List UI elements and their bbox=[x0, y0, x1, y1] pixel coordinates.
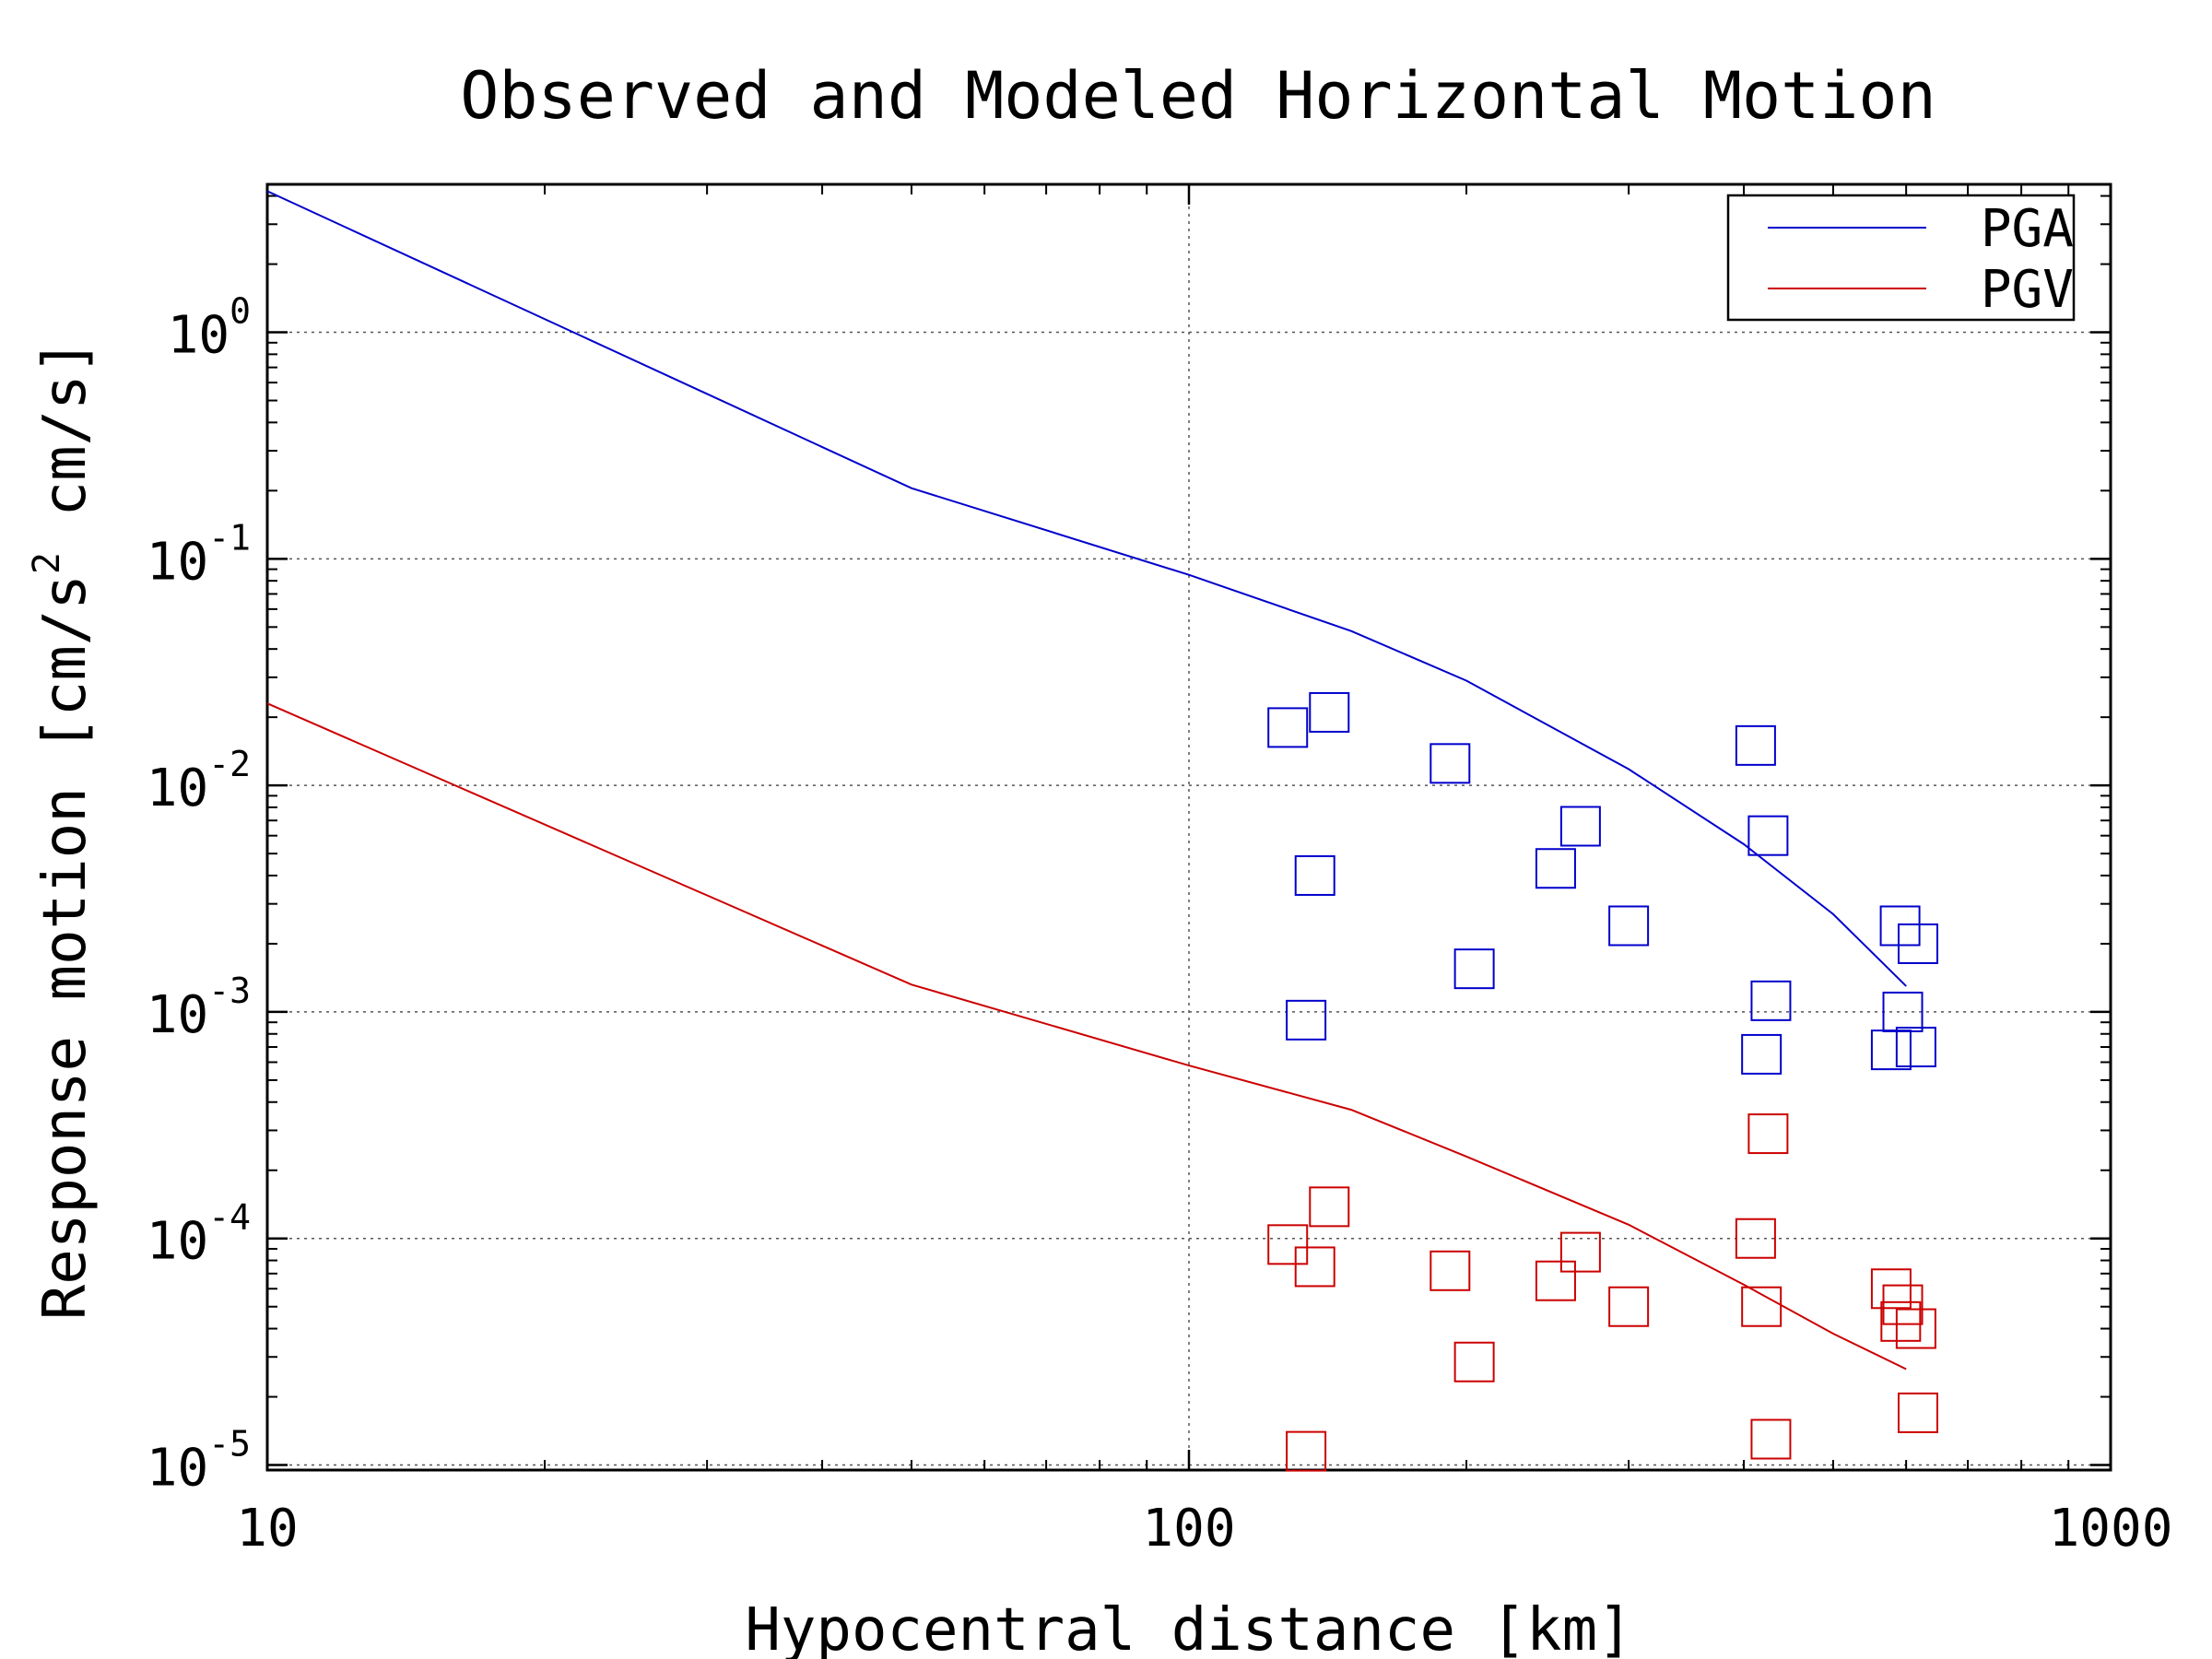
pga-data-point bbox=[1309, 691, 1350, 733]
y-tick-label-exponent: -4 bbox=[208, 1197, 251, 1238]
pgv-data-point bbox=[1535, 1260, 1576, 1301]
y-axis-label-tail: cm/s] bbox=[31, 339, 100, 552]
pga-data-point bbox=[1608, 905, 1650, 947]
legend-label-pgv: PGV bbox=[1981, 260, 2074, 320]
y-axis-label-main: Response motion [cm/s bbox=[31, 574, 100, 1320]
pga-data-point bbox=[1559, 806, 1601, 847]
pgv-data-point bbox=[1895, 1308, 1936, 1349]
pga-data-point bbox=[1895, 1027, 1936, 1068]
legend: PGA PGV bbox=[1726, 194, 2076, 322]
y-tick-label-exponent: 0 bbox=[229, 291, 251, 332]
x-tick-label: 10 bbox=[236, 1499, 298, 1559]
pgv-data-point bbox=[1735, 1218, 1776, 1259]
y-tick-label-base: 10 bbox=[147, 1439, 208, 1499]
pgv-data-point bbox=[1267, 1224, 1309, 1265]
grid bbox=[267, 184, 2111, 1470]
pgv-data-point bbox=[1430, 1250, 1471, 1291]
x-tick-label: 100 bbox=[1142, 1499, 1235, 1559]
pgv-data-point bbox=[1750, 1418, 1792, 1460]
pgv-model-line bbox=[266, 702, 1907, 1371]
y-tick-label-base: 10 bbox=[147, 759, 208, 818]
y-tick-label-base: 10 bbox=[147, 1212, 208, 1272]
pga-data-point bbox=[1294, 854, 1335, 896]
pga-data-point bbox=[1741, 1033, 1783, 1075]
pgv-data-point bbox=[1897, 1392, 1938, 1433]
pgv-data-point bbox=[1309, 1186, 1350, 1228]
pga-data-point bbox=[1879, 905, 1921, 947]
pga-data-point bbox=[1897, 923, 1938, 964]
y-tick-label: 10-4 bbox=[147, 1197, 251, 1272]
x-axis-label: Hypocentral distance [km] bbox=[745, 1596, 1632, 1659]
pga-data-point bbox=[1535, 848, 1576, 889]
y-tick-label: 10-5 bbox=[147, 1424, 251, 1499]
plot-frame bbox=[265, 182, 2112, 1472]
pgv-data-point bbox=[1453, 1341, 1495, 1382]
pga-data-point bbox=[1870, 1030, 1912, 1071]
pga-data-point bbox=[1286, 999, 1327, 1041]
pga-data-point bbox=[1267, 707, 1309, 748]
pga-data-point bbox=[1747, 815, 1789, 856]
pgv-data-point bbox=[1747, 1113, 1789, 1155]
pgv-data-point bbox=[1870, 1268, 1912, 1310]
pga-data-point bbox=[1750, 980, 1792, 1021]
y-tick-label-base: 10 bbox=[147, 532, 208, 592]
y-tick-label: 10-2 bbox=[147, 744, 251, 818]
x-tick-label: 1000 bbox=[2049, 1499, 2173, 1559]
y-tick-label-exponent: -2 bbox=[208, 744, 251, 784]
pgv-data-point bbox=[1880, 1300, 1922, 1342]
y-tick-label: 10-3 bbox=[147, 971, 251, 1045]
pga-model-line bbox=[266, 190, 1907, 987]
y-tick-label-exponent: -3 bbox=[208, 971, 251, 1011]
y-tick-label: 100 bbox=[168, 291, 251, 366]
y-tick-label: 10-1 bbox=[147, 517, 251, 592]
pgv-data-point bbox=[1882, 1284, 1924, 1325]
pgv-data-point bbox=[1286, 1430, 1327, 1472]
legend-label-pga: PGA bbox=[1981, 199, 2074, 259]
series bbox=[266, 190, 1938, 1472]
legend-box bbox=[1726, 194, 2076, 322]
y-tick-label-exponent: -1 bbox=[208, 517, 251, 558]
chart-title: Observed and Modeled Horizontal Motion bbox=[460, 58, 1936, 134]
pgv-data-point bbox=[1741, 1286, 1783, 1327]
pga-data-point bbox=[1735, 724, 1776, 766]
y-tick-label-base: 10 bbox=[147, 985, 208, 1045]
pga-data-point bbox=[1430, 743, 1471, 784]
y-axis-label: Response motion [cm/s2 cm/s] bbox=[26, 339, 100, 1320]
series-pgv bbox=[266, 702, 1938, 1472]
y-tick-label-exponent: -5 bbox=[208, 1424, 251, 1465]
pga-data-point bbox=[1453, 948, 1495, 990]
pgv-data-point bbox=[1559, 1231, 1601, 1273]
pgv-data-point bbox=[1608, 1286, 1650, 1327]
pgv-data-point bbox=[1294, 1246, 1335, 1288]
series-pga bbox=[266, 190, 1938, 1075]
y-tick-label-base: 10 bbox=[168, 306, 229, 366]
y-axis-label-superscript: 2 bbox=[26, 552, 68, 574]
